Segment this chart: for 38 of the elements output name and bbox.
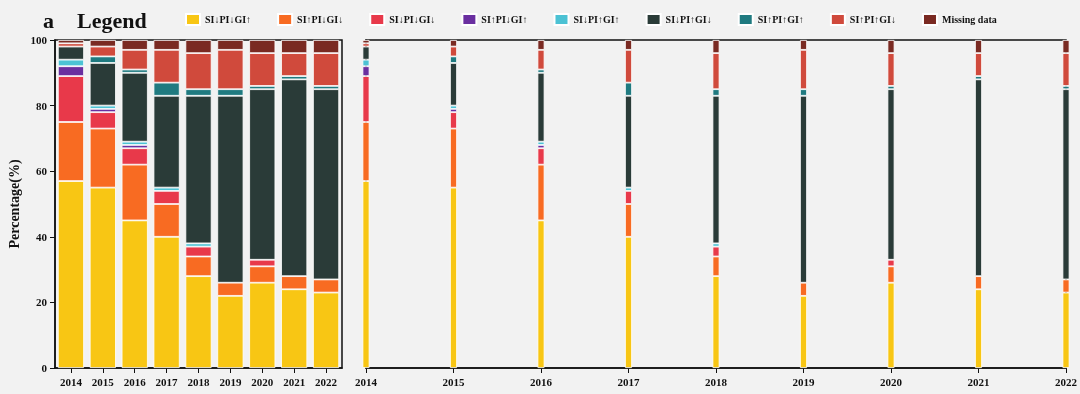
x-tick-label: 2014	[59, 375, 83, 388]
x-tick-label: 2017	[617, 375, 640, 388]
x-tick-label: 2021	[283, 375, 306, 388]
x-tick-label: 2020	[880, 375, 903, 388]
x-tick-label: 2022	[315, 375, 338, 388]
x-tick-label: 2016	[123, 375, 147, 388]
legend-label: SI↑PI↑GI↓	[849, 14, 896, 25]
legend-label: SI↑PI↑GI↑	[757, 14, 804, 25]
y-tick-label: 60	[36, 165, 48, 178]
x-tick-label: 2019	[219, 375, 242, 388]
x-tick-label: 2017	[155, 375, 179, 388]
legend-label: Missing data	[941, 14, 997, 25]
legend-title: Legend	[77, 7, 147, 33]
x-tick-label: 2021	[967, 375, 990, 388]
legend-label: SI↓PI↑GI↑	[573, 14, 620, 25]
legend-label: SI↓PI↑GI↓	[665, 14, 712, 25]
x-tick-label: 2016	[530, 375, 553, 388]
x-tick-label: 2022	[1055, 375, 1078, 388]
y-tick-label: 20	[36, 296, 48, 309]
bar	[537, 72, 545, 142]
y-tick-label: 100	[30, 34, 48, 46]
bar	[121, 72, 148, 142]
x-tick-label: 2018	[187, 375, 210, 388]
x-tick-label: 2020	[251, 375, 274, 388]
x-tick-label: 2015	[91, 375, 115, 388]
y-tick-label: 40	[36, 230, 48, 243]
y-tick-label: 80	[36, 99, 48, 112]
y-axis-title: Percentage(%)	[6, 159, 23, 249]
legend-label: SI↑PI↓GI↑	[481, 14, 528, 25]
legend-label: SI↑PI↓GI↓	[297, 14, 344, 25]
x-tick-label: 2014	[355, 375, 378, 388]
chart-title: a	[43, 7, 54, 33]
x-tick-label: 2015	[442, 375, 465, 388]
x-tick-label: 2019	[792, 375, 815, 388]
legend-label: SI↓PI↓GI↓	[389, 14, 436, 25]
x-tick-label: 2018	[705, 375, 728, 388]
y-tick-label: 0	[41, 362, 48, 374]
legend-label: SI↓PI↓GI↑	[205, 14, 252, 25]
